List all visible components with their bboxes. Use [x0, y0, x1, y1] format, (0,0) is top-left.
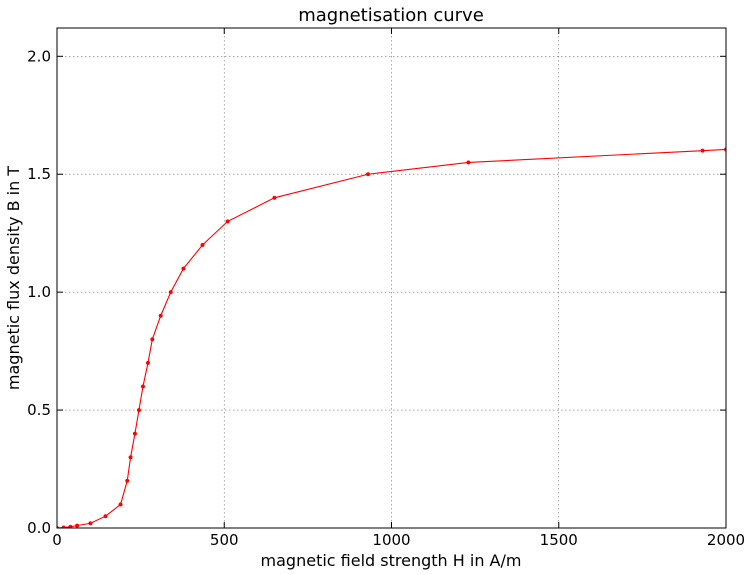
data-point [136, 408, 142, 413]
data-point [75, 523, 80, 528]
data-point [103, 514, 108, 519]
data-point [272, 195, 277, 200]
data-point [118, 502, 123, 507]
x-tick-label: 1500 [540, 531, 578, 549]
data-point [68, 524, 73, 528]
data-point [168, 290, 173, 295]
data-point [88, 521, 93, 526]
x-tick-label: 500 [210, 531, 239, 549]
grid-layer [56, 28, 727, 529]
series [57, 147, 726, 528]
chart-title: magnetisation curve [298, 5, 484, 26]
y-tick-label: 1.0 [27, 283, 51, 301]
x-tick-label: 0 [52, 531, 62, 549]
data-point [128, 455, 133, 460]
data-point [225, 219, 230, 224]
tick-layer: 0 500 1000 1500 2000 0.0 0.5 1.0 1.5 2.0 [27, 28, 745, 549]
series-line [57, 148, 726, 528]
data-point [466, 160, 471, 165]
data-point [140, 384, 146, 389]
y-tick-label: 0.0 [27, 519, 51, 537]
data-point [700, 148, 705, 153]
data-point [125, 478, 130, 483]
y-tick-label: 0.5 [27, 401, 51, 419]
y-tick-label: 1.5 [27, 165, 51, 183]
x-tick-label: 1000 [372, 531, 410, 549]
data-point [132, 431, 137, 436]
data-point [181, 266, 186, 271]
data-point [145, 360, 151, 365]
series-layer [57, 147, 726, 528]
y-axis-label: magnetic flux density B in T [4, 166, 23, 390]
data-point [366, 172, 371, 177]
x-axis-label: magnetic field strength H in A/m [261, 551, 522, 570]
x-tick-label: 2000 [707, 531, 745, 549]
data-point [158, 313, 163, 318]
data-point [200, 242, 205, 248]
y-tick-label: 2.0 [27, 47, 51, 65]
data-point [150, 337, 155, 342]
